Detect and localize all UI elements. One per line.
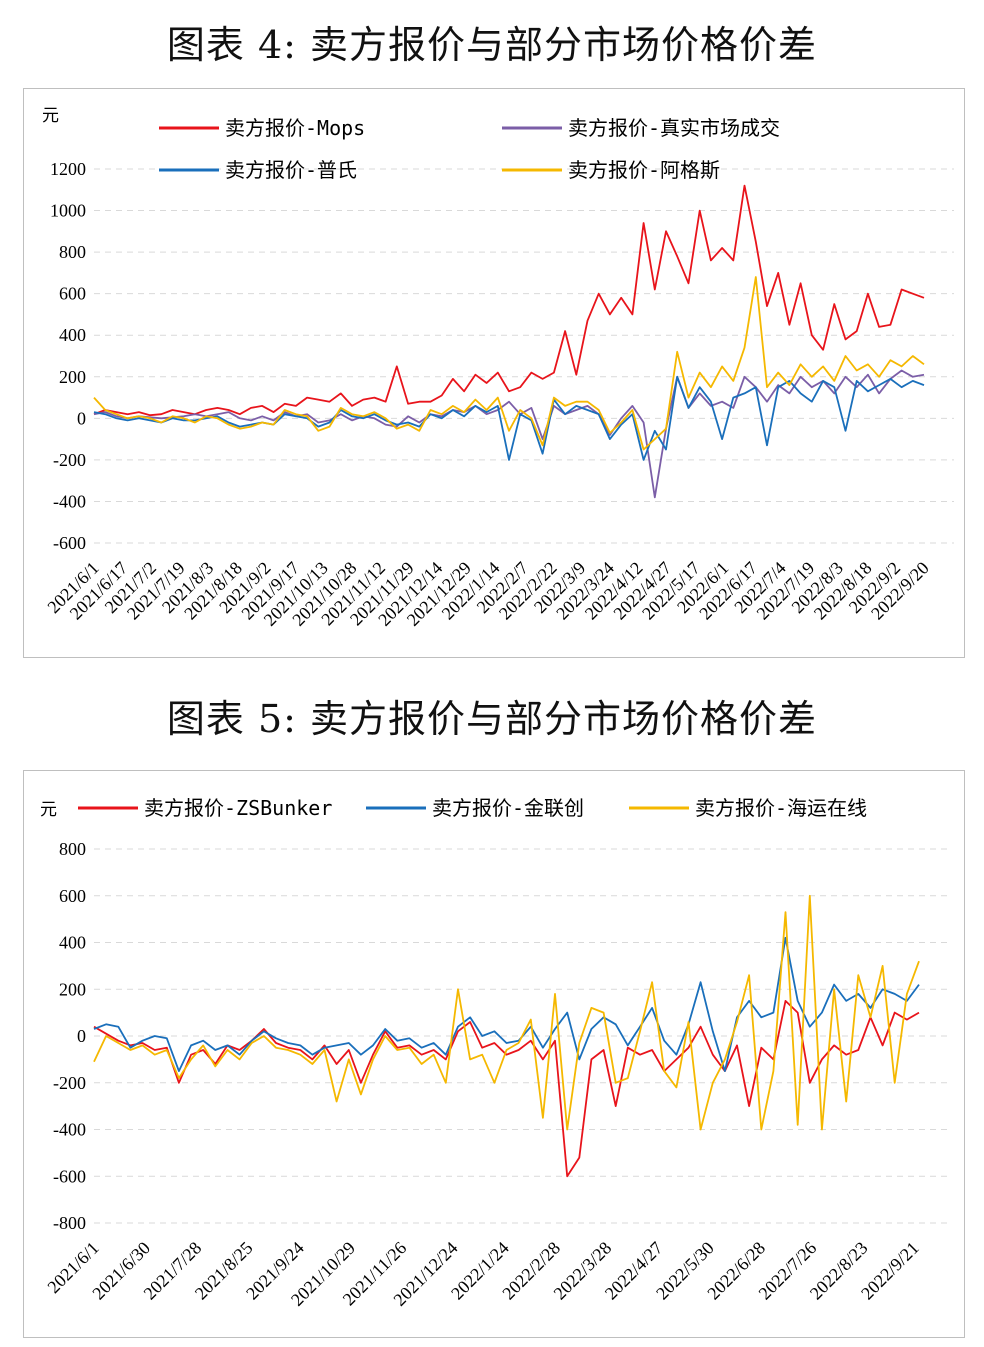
fig4-series-line-1 [93,184,925,417]
fig5-y-tick-label: 200 [59,979,86,999]
fig4-legend-label: 卖方报价-真实市场成交 [568,116,780,140]
figure-5-title: 图表 5: 卖方报价与部分市场价格价差 [166,697,818,741]
fig5-legend-label: 卖方报价-海运在线 [695,796,867,820]
fig4-series-line-2 [93,369,925,499]
fig4-y-axis-unit: 元 [42,106,59,126]
fig4-y-tick-label: 800 [59,242,86,262]
fig4-y-tick-label: -200 [53,450,86,470]
fig4-series-line-4 [93,276,925,451]
figure-5-chart-frame: 元 800 600 400 200 0 -200 -400 -600 -800 2021/6/1 20… [23,770,965,1338]
fig4-y-tick-label: 600 [59,284,86,304]
fig4-y-tick-label: -600 [53,533,86,553]
figure-4-chart-frame: 元 1200 1000 800 600 400 200 0 -200 -400 -600 2021/6… [23,88,965,658]
fig5-y-tick-label: -800 [53,1213,86,1233]
fig5-legend-label: 卖方报价-金联创 [432,796,584,820]
fig5-y-tick-label: 400 [59,933,86,953]
figure-5-chart: 元8006004002000-200-400-600-8002021/6/120… [40,796,949,1310]
figure-4-chart: 元120010008006004002000-200-400-6002021/6… [42,106,954,630]
fig5-y-tick-label: 600 [59,886,86,906]
fig4-legend-label: 卖方报价-阿格斯 [568,158,720,182]
fig5-y-axis-unit: 元 [40,800,57,820]
fig5-y-tick-label: 0 [77,1026,86,1046]
fig4-y-tick-label: -400 [53,491,86,511]
fig4-y-tick-label: 400 [59,325,86,345]
fig5-y-tick-label: 800 [59,839,86,859]
fig5-series-line-3 [93,894,920,1131]
fig5-y-tick-label: -200 [53,1073,86,1093]
figure-4-title: 图表 4: 卖方报价与部分市场价格价差 [166,23,818,67]
fig4-y-tick-label: 200 [59,367,86,387]
fig4-legend-label: 卖方报价-普氏 [225,158,357,182]
fig5-legend-label: 卖方报价-ZSBunker [144,796,332,820]
fig4-y-tick-label: 1200 [50,159,86,179]
fig4-series-line-3 [93,375,925,461]
fig4-legend-label: 卖方报价-Mops [225,116,365,140]
fig4-y-tick-label: 0 [77,408,86,428]
fig5-y-tick-label: -600 [53,1166,86,1186]
fig5-y-tick-label: -400 [53,1120,86,1140]
fig4-y-tick-label: 1000 [50,201,86,221]
fig5-series-line-1 [93,999,920,1178]
